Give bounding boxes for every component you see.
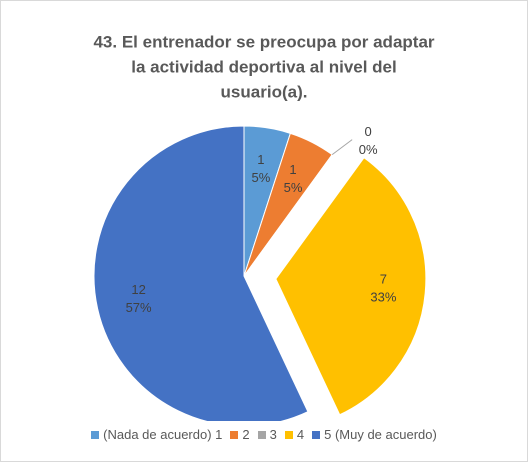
data-label-percent: 5% xyxy=(251,170,270,185)
legend-swatch xyxy=(312,430,321,439)
chart-title: usuario(a). xyxy=(221,82,308,101)
legend-item: 5 (Muy de acuerdo) xyxy=(312,427,437,442)
legend-item: 3 xyxy=(257,427,277,442)
pie-slice xyxy=(243,132,333,277)
data-label-percent: 33% xyxy=(370,290,396,305)
legend-item: (Nada de acuerdo) 1 xyxy=(91,427,222,442)
legend-swatch xyxy=(91,430,100,439)
legend-swatch xyxy=(230,430,239,439)
data-label-percent: 5% xyxy=(284,180,303,195)
legend-label: (Nada de acuerdo) 1 xyxy=(103,427,223,442)
legend-item: 2 xyxy=(230,427,250,442)
legend-label: 4 xyxy=(296,427,305,442)
chart-title: 43. El entrenador se preocupa por adapta… xyxy=(93,32,434,51)
data-label-count: 7 xyxy=(380,272,387,287)
legend-swatch xyxy=(284,430,293,439)
legend: (Nada de acuerdo) 1 2 3 4 5 (Muy de acuerdo) xyxy=(1,427,527,442)
chart-title: la actividad deportiva al nivel del xyxy=(131,57,396,76)
data-label-percent: 0% xyxy=(359,142,378,157)
data-label-count: 12 xyxy=(131,282,145,297)
pie-slice xyxy=(275,156,427,416)
legend-label: 5 (Muy de acuerdo) xyxy=(324,427,437,442)
legend-swatch xyxy=(257,430,266,439)
legend-label: 3 xyxy=(269,427,277,442)
leader-line xyxy=(331,139,353,156)
legend-item: 4 xyxy=(284,427,305,442)
chart: 43. El entrenador se preocupa por adapta… xyxy=(93,32,435,427)
data-label-percent: 57% xyxy=(126,300,152,315)
legend-label: 2 xyxy=(242,427,250,442)
data-label-count: 1 xyxy=(257,152,264,167)
data-label-count: 0 xyxy=(365,124,372,139)
data-label-count: 1 xyxy=(289,162,296,177)
